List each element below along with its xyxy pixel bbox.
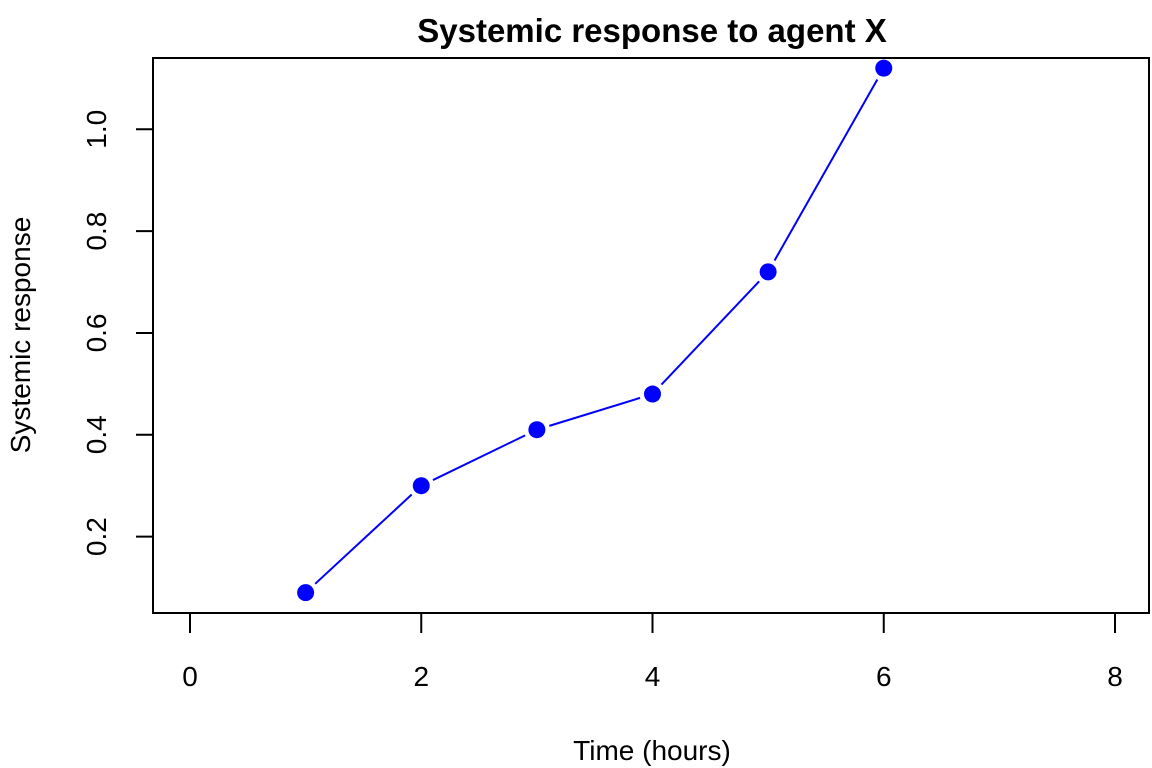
data-point <box>875 59 893 77</box>
y-tick-label: 0.6 <box>81 313 112 352</box>
x-axis-title: Time (hours) <box>573 735 731 766</box>
x-tick-label: 2 <box>413 661 429 692</box>
y-tick-label: 0.2 <box>81 517 112 556</box>
data-point <box>412 477 430 495</box>
x-tick-label: 8 <box>1107 661 1123 692</box>
y-tick-label: 1.0 <box>81 110 112 149</box>
x-tick-label: 0 <box>182 661 198 692</box>
series-line-segment <box>773 78 879 262</box>
series-line-segment <box>314 493 413 585</box>
series-line-segment <box>549 396 641 427</box>
x-axis: 0 2 4 6 8 <box>182 612 1123 692</box>
y-axis-title: Systemic response <box>5 217 36 454</box>
series-line-segment <box>660 280 760 386</box>
data-point <box>297 584 315 602</box>
y-axis: 0.2 0.4 0.6 0.8 1.0 <box>81 110 154 556</box>
y-tick-label: 0.8 <box>81 212 112 251</box>
series-line-segment <box>432 434 526 481</box>
data-point <box>644 385 661 403</box>
plot-frame <box>152 57 1150 614</box>
x-tick-label: 4 <box>645 661 661 692</box>
data-point <box>528 421 546 439</box>
data-point <box>759 263 777 281</box>
chart-title: Systemic response to agent X <box>417 12 887 49</box>
y-tick-label: 0.4 <box>81 415 112 454</box>
x-tick-label: 6 <box>876 661 892 692</box>
series-layer <box>297 59 893 602</box>
